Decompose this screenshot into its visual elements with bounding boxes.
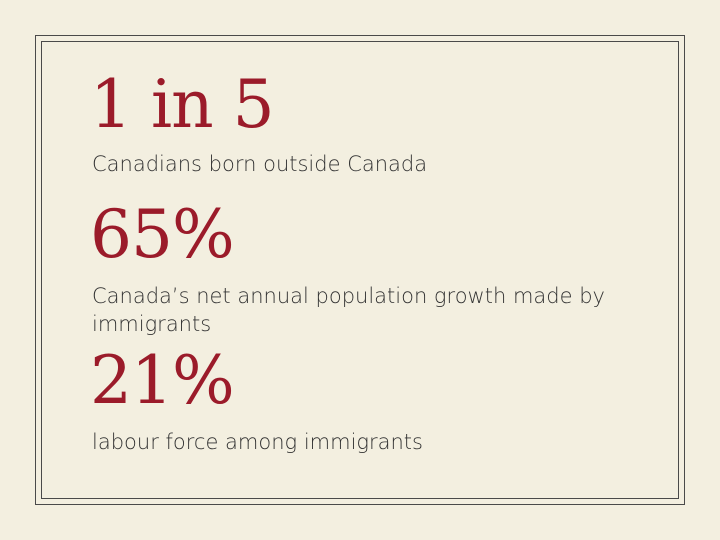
- stat-figure: 21%: [90, 342, 235, 419]
- stat-figure: 1 in 5: [90, 66, 275, 143]
- stat-text: Canada’s net annual population growth ma…: [92, 284, 605, 336]
- outer-border: [35, 35, 685, 505]
- stat-text: Canadians born outside Canada: [92, 152, 428, 176]
- stat-text: labour force among immigrants: [92, 430, 423, 454]
- stat-figure: 65%: [90, 196, 235, 273]
- inner-border: [41, 41, 679, 499]
